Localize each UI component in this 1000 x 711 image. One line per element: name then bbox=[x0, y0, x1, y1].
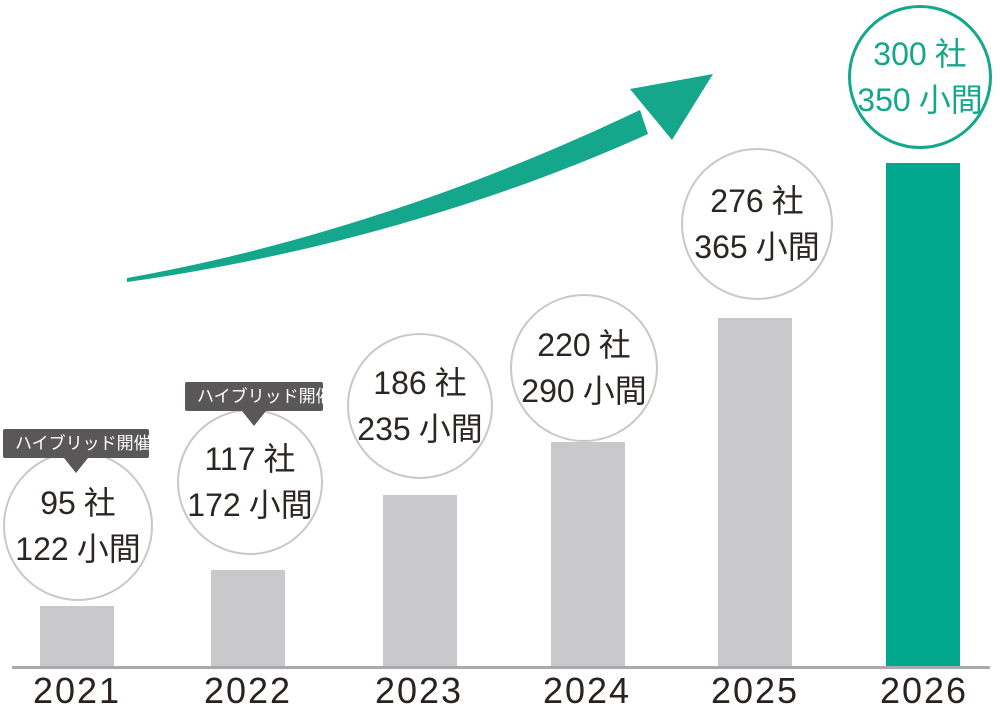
companies-value: 276 社 bbox=[710, 183, 804, 219]
value-bubble-2025: 276 社 365 小間 bbox=[681, 148, 833, 300]
value-bubble-2021: 95 社 122 小間 bbox=[3, 451, 153, 601]
value-bubble-2023: 186 社 235 小間 bbox=[347, 333, 493, 479]
booths-value: 235 小間 bbox=[357, 411, 483, 447]
axis-label-2025: 2025 bbox=[710, 670, 800, 711]
axis-label-2023: 2023 bbox=[374, 670, 464, 711]
companies-value: 300 社 bbox=[873, 36, 967, 72]
axis-label-2026: 2026 bbox=[879, 670, 969, 711]
companies-value: 220 社 bbox=[537, 327, 631, 363]
axis-label-2024: 2024 bbox=[542, 670, 632, 711]
bar-2021 bbox=[40, 606, 114, 666]
booths-value: 290 小間 bbox=[521, 373, 647, 409]
bar-2026 bbox=[886, 163, 960, 666]
companies-value: 186 社 bbox=[373, 365, 467, 401]
booths-value: 172 小間 bbox=[187, 487, 313, 523]
bar-2024 bbox=[551, 442, 625, 666]
value-bubble-2022: 117 社 172 小間 bbox=[177, 409, 323, 555]
value-bubble-2026: 300 社 350 小間 bbox=[848, 5, 992, 149]
axis-label-2022: 2022 bbox=[203, 670, 293, 711]
value-bubble-2024: 220 社 290 小間 bbox=[510, 294, 658, 442]
companies-value: 95 社 bbox=[40, 485, 116, 521]
axis-label-2021: 2021 bbox=[32, 670, 122, 711]
bar-2023 bbox=[383, 495, 457, 666]
booths-value: 122 小間 bbox=[15, 531, 141, 567]
x-axis-line bbox=[12, 666, 990, 669]
booths-value: 350 小間 bbox=[857, 82, 983, 118]
hybrid-event-badge-2022: ハイブリッド開催 bbox=[185, 382, 333, 426]
bar-2025 bbox=[718, 318, 792, 666]
companies-value: 117 社 bbox=[204, 441, 296, 477]
booths-value: 365 小間 bbox=[694, 229, 820, 265]
hybrid-event-badge-2021: ハイブリッド開催 bbox=[3, 429, 151, 473]
bar-2022 bbox=[211, 570, 285, 666]
